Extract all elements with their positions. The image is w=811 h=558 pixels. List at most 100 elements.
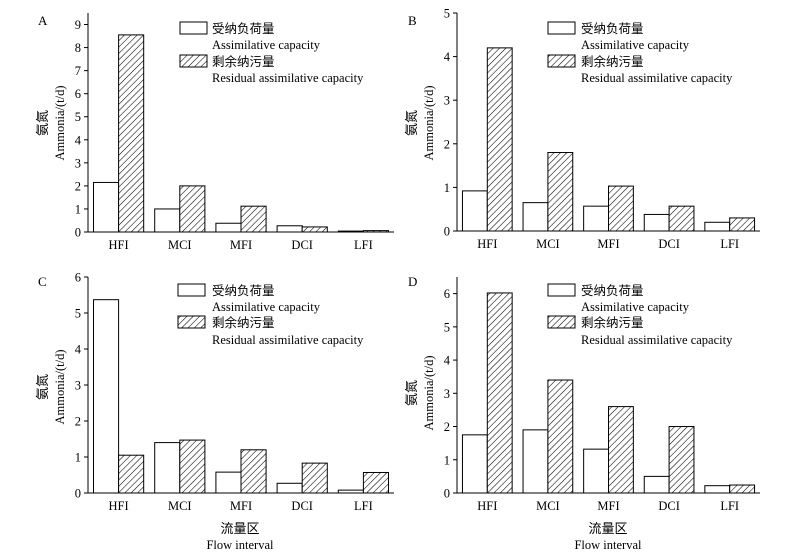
bar-assimilative-capacity [704, 221, 731, 232]
x-tick-label: HFI [477, 499, 497, 513]
y-tick-label: 5 [444, 7, 450, 21]
bar-residual-assimilative-capacity [668, 426, 695, 494]
y-axis-label-en: Ammonia/(t/d) [422, 86, 436, 161]
y-tick-label: 2 [444, 137, 450, 151]
legend-label-open-cn: 受纳负荷量 [212, 22, 275, 36]
legend-label-hatched-cn: 剩余纳污量 [581, 54, 644, 69]
panel-C: C 受纳负荷量 Assimilative capacity 剩余纳污量 Resi… [35, 271, 394, 552]
legend-label-hatched-en: Residual assimilative capacity [212, 71, 364, 85]
bar-residual-assimilative-capacity [301, 462, 328, 494]
bar-residual-assimilative-capacity [118, 454, 145, 494]
bar-assimilative-capacity [522, 202, 549, 232]
y-tick-label: 6 [444, 287, 450, 301]
y-tick-label: 0 [444, 225, 450, 239]
x-tick-label: MCI [536, 499, 560, 513]
y-tick-label: 5 [75, 110, 81, 124]
bar-residual-assimilative-capacity [179, 185, 206, 233]
legend: 受纳负荷量 Assimilative capacity 剩余纳污量 Residu… [547, 283, 733, 347]
panel-letter: D [408, 274, 417, 289]
panel-letter: C [38, 274, 47, 289]
x-tick-label: DCI [658, 499, 680, 513]
legend-label-hatched-en: Residual assimilative capacity [581, 71, 733, 85]
bar-residual-assimilative-capacity [240, 205, 267, 233]
y-axis-label-cn: 氨氮 [404, 110, 419, 136]
bar-assimilative-capacity [154, 208, 181, 233]
y-tick-label: 5 [75, 307, 81, 321]
legend-swatch-open [547, 21, 576, 35]
legend: 受纳负荷量 Assimilative capacity 剩余纳污量 Residu… [177, 283, 364, 347]
plot-area: HFI MCI MFI DCI LFI 0 1 2 3 4 5 6 [75, 271, 394, 513]
bar-residual-assimilative-capacity [729, 217, 756, 232]
legend-label-open-en: Assimilative capacity [212, 38, 321, 52]
y-axis-label-en: Ammonia/(t/d) [422, 356, 436, 431]
panel-A: A 受纳负荷量 Assimilative capacity 剩余纳污量 Resi… [35, 13, 394, 252]
legend-swatch-hatched [177, 315, 206, 329]
bar-residual-assimilative-capacity [179, 439, 206, 494]
bar-assimilative-capacity [522, 429, 549, 494]
legend-swatch-open [179, 21, 208, 35]
legend: 受纳负荷量 Assimilative capacity 剩余纳污量 Residu… [179, 21, 364, 85]
legend-label-hatched-en: Residual assimilative capacity [212, 333, 364, 347]
bar-residual-assimilative-capacity [608, 406, 634, 494]
y-tick-label: 4 [444, 50, 451, 64]
x-axis-label-cn: 流量区 [220, 521, 259, 536]
bar-assimilative-capacity [276, 225, 303, 233]
bar-assimilative-capacity [93, 181, 120, 233]
y-tick-label: 1 [444, 181, 450, 195]
x-tick-label: MCI [168, 499, 192, 513]
y-tick-label: 1 [444, 453, 450, 467]
y-tick-label: 3 [444, 94, 450, 108]
y-tick-label: 2 [444, 420, 450, 434]
y-tick-label: 3 [444, 387, 450, 401]
bar-residual-assimilative-capacity [301, 226, 328, 233]
x-tick-label: HFI [477, 237, 497, 251]
bar-residual-assimilative-capacity [362, 471, 389, 494]
y-tick-label: 0 [75, 487, 81, 501]
legend-swatch-open [177, 283, 206, 297]
bar-residual-assimilative-capacity [118, 34, 145, 233]
bar-residual-assimilative-capacity [486, 292, 513, 494]
y-tick-label: 6 [75, 271, 81, 285]
y-axis-label-en: Ammonia/(t/d) [53, 86, 67, 161]
bar-residual-assimilative-capacity [240, 449, 267, 494]
y-axis-label-cn: 氨氮 [404, 380, 419, 406]
x-axis-label-en: Flow interval [574, 538, 642, 552]
bar-assimilative-capacity [276, 482, 303, 494]
y-tick-label: 4 [75, 343, 82, 357]
x-tick-label: MFI [230, 238, 252, 252]
plot-area: HFI MCI MFI DCI LFI 0 1 2 3 4 5 [444, 7, 760, 251]
x-tick-label: LFI [354, 499, 373, 513]
plot-area: HFI MCI MFI DCI LFI 0 1 2 3 4 5 6 7 8 9 [75, 13, 394, 252]
panel-D: D 受纳负荷量 Assimilative capacity 剩余纳污量 Resi… [404, 274, 760, 552]
x-tick-label: HFI [109, 499, 129, 513]
bar-residual-assimilative-capacity [729, 484, 756, 494]
panel-letter: A [38, 13, 48, 28]
y-tick-label: 0 [444, 487, 450, 501]
legend-label-hatched-cn: 剩余纳污量 [212, 315, 275, 330]
legend-swatch-open [547, 283, 576, 297]
legend-label-open-en: Assimilative capacity [581, 38, 690, 52]
bar-residual-assimilative-capacity [547, 152, 574, 232]
bar-residual-assimilative-capacity [547, 379, 574, 494]
bar-residual-assimilative-capacity [486, 47, 513, 232]
panel-letter: B [408, 13, 417, 28]
bar-assimilative-capacity [643, 475, 670, 494]
y-tick-label: 1 [75, 451, 81, 465]
x-axis-label-cn: 流量区 [588, 521, 627, 536]
y-tick-label: 4 [75, 133, 82, 147]
bar-assimilative-capacity [461, 190, 488, 232]
y-tick-label: 2 [75, 415, 81, 429]
x-tick-label: DCI [291, 238, 313, 252]
legend-label-hatched-en: Residual assimilative capacity [581, 333, 733, 347]
bar-assimilative-capacity [704, 485, 731, 494]
bar-assimilative-capacity [215, 222, 242, 233]
y-tick-label: 8 [75, 41, 81, 55]
bar-assimilative-capacity [461, 434, 488, 494]
y-axis-label-cn: 氨氮 [35, 110, 50, 136]
x-tick-label: MCI [536, 237, 560, 251]
legend-label-open-cn: 受纳负荷量 [581, 284, 644, 298]
x-tick-label: LFI [354, 238, 373, 252]
bar-assimilative-capacity [93, 299, 120, 494]
y-tick-label: 6 [75, 87, 81, 101]
